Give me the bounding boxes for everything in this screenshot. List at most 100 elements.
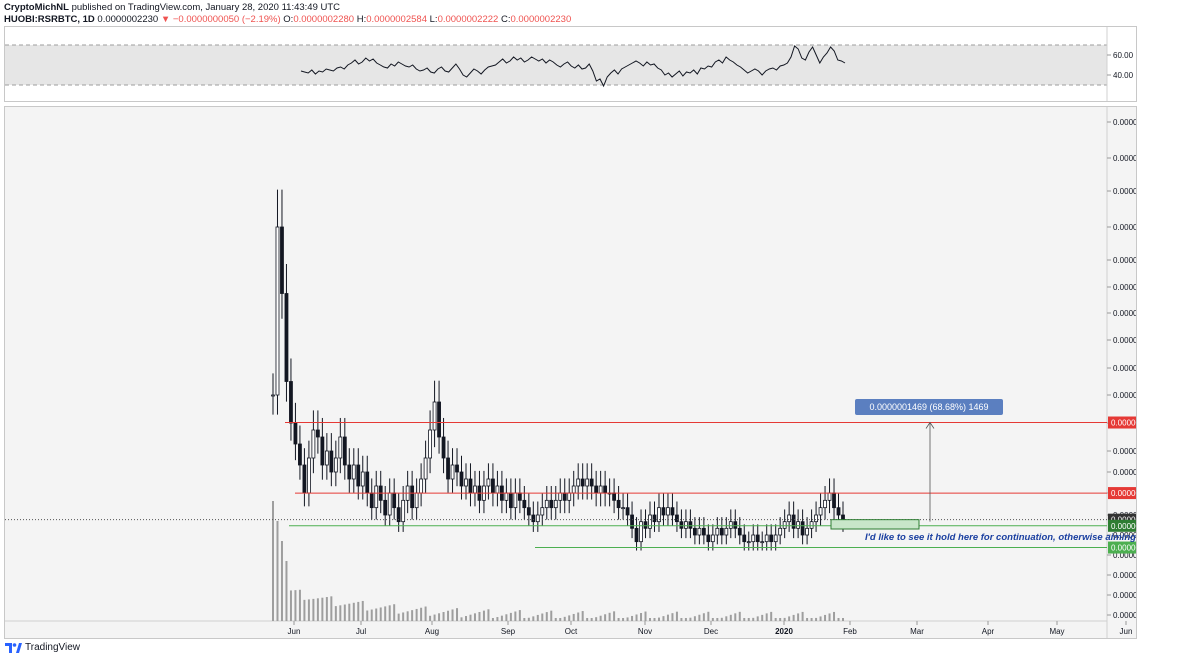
candle-body [670, 507, 675, 516]
candle-body [289, 381, 293, 424]
price-tick-label: 0.0000004800 [1113, 336, 1136, 345]
volume-bar [397, 613, 400, 621]
candle-body [661, 507, 666, 516]
volume-bar [276, 521, 279, 621]
volume-bar [285, 561, 288, 621]
tradingview-logo-icon[interactable] [4, 641, 22, 655]
author-name[interactable]: CryptoMichNL [4, 2, 69, 13]
candle-body [576, 478, 581, 487]
candle-body [410, 485, 415, 509]
candle-body [369, 492, 374, 509]
volume-bar [352, 602, 355, 621]
last-price: 0.0000002230 [97, 14, 159, 25]
open-label: O: [283, 14, 294, 25]
volume-bar [725, 616, 728, 621]
price-level-tag-label: 0.0000003607 [1111, 419, 1136, 428]
volume-bar [402, 612, 405, 621]
volume-bar [644, 611, 647, 621]
volume-bar [765, 613, 768, 621]
candle-body [293, 422, 298, 445]
volume-bar [456, 608, 459, 621]
volume-bar [464, 616, 467, 621]
candle-body [284, 293, 289, 382]
candle-body [787, 514, 792, 523]
candle-body [396, 507, 401, 523]
volume-bar [828, 613, 831, 621]
volume-bar [330, 596, 333, 621]
candle-body [719, 527, 724, 536]
volume-bar [393, 604, 396, 621]
price-change: −0.0000000050 (−2.19%) [172, 14, 281, 25]
close-label: C: [500, 14, 511, 25]
candle-body [764, 534, 769, 543]
volume-bar [379, 607, 382, 621]
candle-body [769, 534, 774, 543]
candle-body [491, 478, 495, 494]
candle-body [351, 464, 356, 480]
brand-name[interactable]: TradingView [25, 642, 81, 653]
volume-bar [792, 614, 795, 621]
candle-body [755, 534, 760, 543]
volume-bar [505, 614, 508, 621]
candle-body [639, 521, 643, 543]
volume-bar [626, 617, 629, 621]
candle-body [414, 492, 419, 509]
candle-body [441, 436, 446, 459]
candle-body [809, 521, 814, 529]
time-tick-label: Nov [638, 627, 652, 636]
candle-body [271, 394, 275, 397]
volume-bar [837, 618, 840, 621]
symbol-line: HUOBI:RSRBTC, 1D 0.0000002230 ▼ −0.00000… [4, 14, 571, 26]
open-value: 0.0000002280 [293, 14, 355, 25]
price-level-tag-label: 0.0000001812 [1111, 544, 1136, 553]
volume-bar [649, 618, 652, 621]
candle-body [621, 507, 625, 510]
candle-body [495, 485, 500, 494]
volume-bar [734, 613, 737, 621]
volume-bar [415, 608, 418, 621]
price-tick-label: 0.0000004400 [1113, 364, 1136, 373]
price-pane[interactable]: 0.0000008000 0.0000007500 0.0000007000 0.00… [4, 106, 1137, 639]
candle-body [526, 507, 531, 516]
candle-body [733, 521, 738, 529]
volume-bar [433, 614, 436, 621]
volume-bar [752, 617, 755, 621]
volume-bar [716, 618, 719, 621]
volume-bar [640, 613, 643, 621]
time-tick-label: Sep [501, 627, 516, 636]
candle-body [338, 436, 343, 459]
volume-bar [473, 613, 476, 621]
volume-bar [815, 617, 818, 621]
volume-bar [550, 610, 553, 621]
volume-bar [779, 618, 782, 621]
price-tick-label: 0.0000002900 [1113, 468, 1136, 477]
rsi-pane[interactable]: 60.00 40.00 [4, 26, 1137, 102]
volume-bar [666, 614, 669, 621]
candle-body [315, 429, 320, 438]
candle-body [778, 527, 783, 536]
candle-body [742, 534, 747, 543]
volume-bar [559, 618, 562, 621]
volume-bar [608, 612, 611, 621]
candle-body [796, 521, 801, 529]
volume-bar [595, 617, 598, 621]
volume-bar [482, 610, 485, 621]
volume-bar [572, 613, 575, 621]
candle-body [360, 471, 365, 487]
measure-label-box [855, 399, 1003, 415]
volume-bar [657, 617, 660, 621]
volume-bar [451, 609, 454, 621]
symbol-label: HUOBI:RSRBTC, 1D [4, 14, 95, 25]
candle-body [275, 226, 280, 396]
volume-bar [406, 611, 409, 621]
volume-bar [761, 614, 764, 621]
candle-body [320, 436, 325, 466]
candle-body [383, 499, 388, 516]
candle-body [432, 401, 437, 431]
time-tick-label: 2020 [775, 627, 793, 636]
volume-bar [298, 589, 301, 621]
volume-bar [801, 611, 804, 621]
candle-body [684, 521, 688, 529]
volume-bar [819, 616, 822, 621]
footer: TradingView [4, 639, 1198, 657]
